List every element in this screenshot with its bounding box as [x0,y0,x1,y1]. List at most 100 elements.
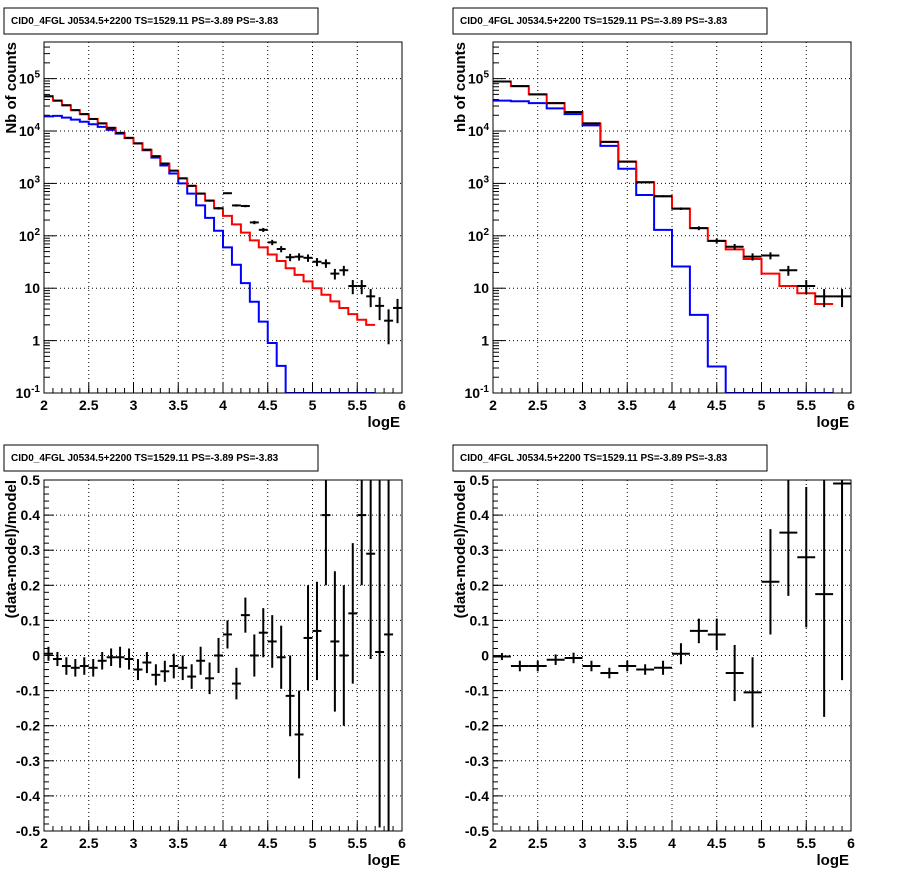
chart-title-box [3,7,319,35]
plot-content [493,480,851,728]
x-tick-label: 4.5 [707,835,727,851]
y-tick-label: 0 [481,648,489,664]
x-tick-label: 3.5 [618,835,638,851]
y-tick-label: 10-1 [465,384,490,401]
y-tick-label: 10 [24,280,40,296]
x-tick-label: 3.5 [169,397,189,413]
chart-title: CID0_4FGL J0534.5+2200 TS=1529.11 PS=-3.… [460,16,728,27]
y-tick-label: -0.3 [465,753,489,769]
y-tick-label: 0.1 [21,612,41,628]
plot-content [493,80,851,393]
x-tick-label: 2.5 [79,397,99,413]
plot-frame [492,479,852,832]
source-model-step-line [493,99,834,393]
chart-title-box [3,444,319,472]
x-tick-label: 5.5 [348,835,368,851]
chart-title: CID0_4FGL J0534.5+2200 TS=1529.11 PS=-3.… [11,453,279,464]
y-tick-label: 102 [19,227,41,244]
y-tick-label: -0.1 [16,683,40,699]
y-tick-label: 10 [473,280,489,296]
chart-title-box [452,7,768,35]
x-axis-label: logE [368,414,401,431]
y-tick-label: -0.4 [16,788,40,804]
x-tick-label: 3 [130,835,138,851]
x-tick-label: 5 [309,397,317,413]
y-tick-label: 1 [32,333,40,349]
x-tick-label: 4 [668,397,676,413]
x-tick-label: 4.5 [707,397,727,413]
x-tick-label: 4 [219,397,227,413]
chart-title: CID0_4FGL J0534.5+2200 TS=1529.11 PS=-3.… [460,453,728,464]
x-tick-label: 5.5 [348,397,368,413]
y-tick-label: -0.5 [16,823,40,839]
x-tick-label: 5 [758,835,766,851]
y-tick-label: 103 [19,174,41,191]
y-tick-label: 0.2 [21,577,41,593]
plot-frame [43,41,403,394]
y-tick-label: -0.4 [465,788,489,804]
chart-panel-4: CID0_4FGL J0534.5+2200 TS=1529.11 PS=-3.… [452,444,855,869]
x-axis-label: logE [368,852,401,869]
y-axis-label: Nb of counts [3,42,20,134]
y-tick-label: -0.1 [465,683,489,699]
x-tick-label: 4.5 [258,835,278,851]
y-tick-label: 103 [468,174,490,191]
y-tick-label: 10-1 [16,384,41,401]
y-tick-label: -0.5 [465,823,489,839]
y-tick-label: 0.3 [21,542,41,558]
y-tick-label: 0.4 [470,507,490,523]
plot-frame [492,41,852,394]
y-tick-label: 102 [468,227,490,244]
y-tick-label: 104 [468,122,490,139]
x-tick-label: 2 [40,397,48,413]
x-tick-label: 3 [130,397,138,413]
y-tick-label: -0.2 [16,718,40,734]
x-tick-label: 4 [668,835,676,851]
total-model-step-line [44,95,376,326]
y-tick-label: 0.5 [470,472,490,488]
y-tick-label: 105 [19,70,41,87]
y-tick-label: 0.1 [470,612,490,628]
x-tick-label: 5 [758,397,766,413]
chart-panel-1: CID0_4FGL J0534.5+2200 TS=1529.11 PS=-3.… [3,7,406,431]
x-tick-label: 3.5 [169,835,189,851]
y-tick-label: 0.3 [470,542,490,558]
y-axis-label: (data-model)/model [452,480,469,618]
x-tick-label: 6 [847,835,855,851]
chart-panel-3: CID0_4FGL J0534.5+2200 TS=1529.11 PS=-3.… [3,444,406,869]
x-tick-label: 3 [579,397,587,413]
x-tick-label: 4 [219,835,227,851]
y-tick-label: 0.2 [470,577,490,593]
x-tick-label: 4.5 [258,397,278,413]
x-tick-label: 2 [489,835,497,851]
y-tick-label: -0.3 [16,753,40,769]
x-tick-label: 5.5 [797,397,817,413]
x-tick-label: 3 [579,835,587,851]
x-tick-label: 2.5 [528,397,548,413]
x-tick-label: 6 [398,835,406,851]
y-tick-label: 0.4 [21,507,41,523]
y-tick-label: 1 [481,333,489,349]
source-model-step-line [44,114,376,393]
chart-title: CID0_4FGL J0534.5+2200 TS=1529.11 PS=-3.… [11,16,279,27]
plot-frame [43,479,403,832]
y-tick-label: 105 [468,70,490,87]
y-axis-label: nb of counts [452,42,469,132]
x-tick-label: 3.5 [618,397,638,413]
x-tick-label: 2.5 [528,835,548,851]
x-tick-label: 2.5 [79,835,99,851]
y-tick-label: 0.5 [21,472,41,488]
x-axis-label: logE [817,414,850,431]
x-tick-label: 5.5 [797,835,817,851]
x-axis-label: logE [817,852,850,869]
y-tick-label: 104 [19,122,41,139]
plot-content [44,95,402,393]
x-tick-label: 6 [847,397,855,413]
plot-content [44,480,394,831]
chart-panel-2: CID0_4FGL J0534.5+2200 TS=1529.11 PS=-3.… [452,7,855,431]
y-tick-label: 0 [32,648,40,664]
chart-title-box [452,444,768,472]
x-tick-label: 6 [398,397,406,413]
y-axis-label: (data-model)/model [3,480,20,618]
